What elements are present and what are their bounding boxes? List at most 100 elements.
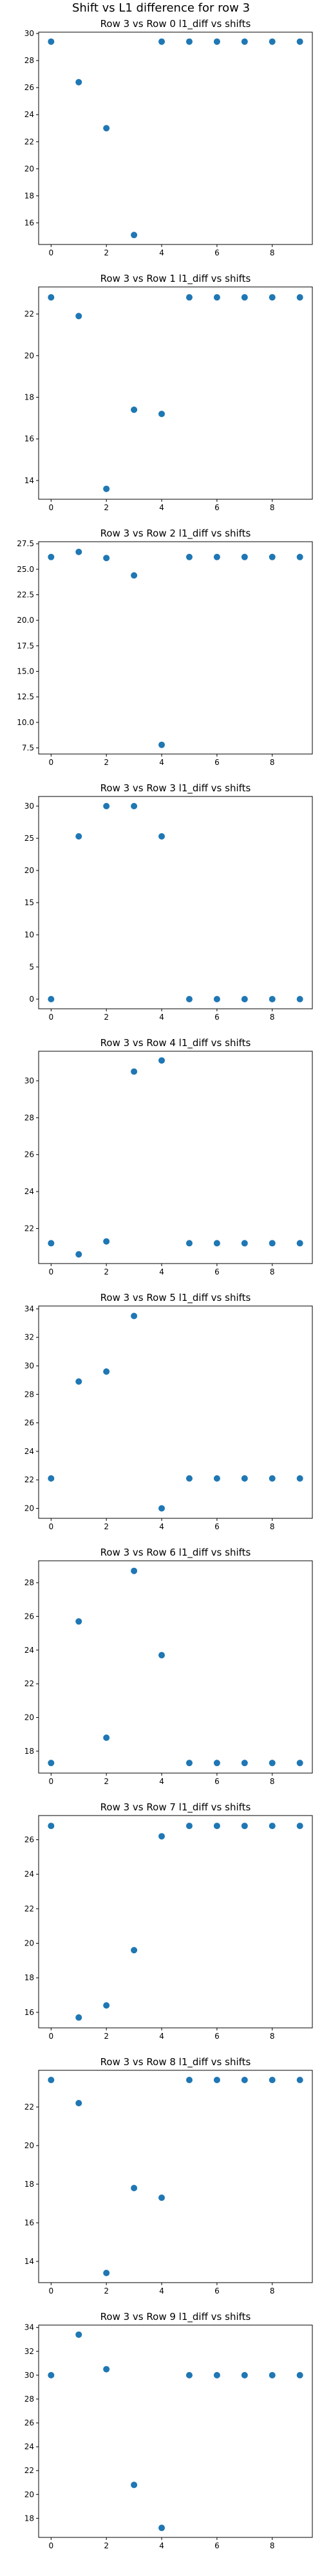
y-tick-label: 28: [24, 1113, 34, 1122]
plot-frame: [38, 796, 313, 1009]
x-tick-label: 6: [214, 758, 220, 767]
data-point: [75, 548, 82, 555]
x-tick-label: 6: [214, 1522, 220, 1531]
x-tick-label: 0: [48, 248, 53, 257]
data-point: [213, 1823, 220, 1830]
data-point: [185, 1475, 193, 1482]
data-point: [185, 2077, 193, 2083]
y-tick-label: 22: [24, 1475, 34, 1484]
data-point: [296, 2371, 303, 2378]
y-tick-label: 18: [24, 392, 34, 401]
y-tick-label: 24: [24, 1646, 34, 1655]
data-point: [241, 1240, 248, 1247]
x-tick-label: 4: [159, 1267, 164, 1276]
data-point: [131, 572, 138, 579]
y-tick-label: 20: [24, 1504, 34, 1513]
data-point: [131, 1947, 138, 1954]
x-tick-label: 0: [48, 1777, 53, 1786]
y-tick-label: 30: [24, 1076, 34, 1085]
data-point: [131, 2185, 138, 2191]
data-point: [48, 1240, 55, 1247]
x-tick-label: 4: [159, 1777, 164, 1786]
data-point: [296, 1475, 303, 1482]
y-tick-label: 15.0: [17, 667, 34, 676]
x-tick-label: 8: [270, 758, 275, 767]
y-tick-label: 22: [24, 137, 34, 146]
data-point: [269, 1240, 276, 1247]
data-point: [158, 1833, 166, 1840]
data-point: [185, 1823, 193, 1830]
y-tick-label: 28: [24, 2395, 34, 2404]
data-point: [158, 833, 166, 840]
y-tick-label: 10.0: [17, 718, 34, 727]
x-tick-label: 8: [270, 1777, 275, 1786]
y-tick-label: 18: [24, 1973, 34, 1982]
y-tick-label: 20: [24, 1939, 34, 1948]
y-tick-label: 24: [24, 1447, 34, 1456]
y-tick-label: 20: [24, 866, 34, 875]
y-tick-label: 16: [24, 2218, 34, 2227]
y-tick-label: 22: [24, 1224, 34, 1233]
data-point: [185, 294, 193, 301]
plot-frame: [38, 2324, 313, 2538]
chart-title: Row 3 vs Row 8 l1_diff vs shifts: [100, 2056, 251, 2068]
data-point: [185, 38, 193, 45]
data-point: [213, 996, 220, 1002]
x-tick-label: 2: [104, 1777, 109, 1786]
y-tick-label: 34: [24, 2323, 34, 2332]
y-tick-label: 16: [24, 434, 34, 443]
y-tick-label: 27.5: [17, 539, 34, 548]
data-point: [213, 1240, 220, 1247]
data-point: [269, 2077, 276, 2083]
data-point: [296, 1823, 303, 1830]
data-point: [158, 1505, 166, 1512]
data-point: [131, 406, 138, 413]
y-tick-label: 15: [24, 898, 34, 907]
data-point: [213, 2371, 220, 2378]
data-point: [158, 2194, 166, 2201]
data-point: [213, 294, 220, 301]
chart-title: Row 3 vs Row 4 l1_diff vs shifts: [100, 1037, 251, 1049]
x-tick-label: 4: [159, 758, 164, 767]
y-tick-label: 14: [24, 476, 34, 485]
x-tick-label: 2: [104, 248, 109, 257]
data-point: [158, 1057, 166, 1064]
chart-8: Row 3 vs Row 8 l1_diff vs shifts 0 2 4 6 8 14 1…: [24, 2056, 313, 2295]
data-point: [213, 38, 220, 45]
data-point: [185, 2371, 193, 2378]
chart-2: Row 3 vs Row 2 l1_diff vs shifts 0 2 4 6 8 7.5…: [17, 528, 313, 767]
y-tick-label: 10: [24, 930, 34, 939]
x-tick-label: 2: [104, 1267, 109, 1276]
data-point: [296, 294, 303, 301]
x-tick-label: 6: [214, 1013, 220, 1022]
data-point: [48, 294, 55, 301]
y-tick-label: 0: [29, 995, 34, 1004]
plot-frame: [38, 1051, 313, 1264]
chart-1: Row 3 vs Row 1 l1_diff vs shifts 0 2 4 6 8 14 1…: [24, 273, 313, 512]
data-point: [103, 2002, 110, 2009]
x-tick-label: 2: [104, 2286, 109, 2295]
figure-suptitle: Shift vs L1 difference for row 3: [71, 1, 251, 15]
data-point: [269, 2371, 276, 2378]
data-point: [131, 1312, 138, 1320]
data-point: [158, 2525, 166, 2532]
plot-frame: [38, 1305, 313, 1519]
data-point: [75, 1618, 82, 1625]
y-tick-label: 26: [24, 83, 34, 92]
x-tick-label: 4: [159, 2032, 164, 2041]
data-point: [269, 996, 276, 1002]
data-point: [269, 38, 276, 45]
data-point: [131, 1068, 138, 1075]
data-point: [103, 555, 110, 562]
x-tick-label: 0: [48, 1522, 53, 1531]
x-tick-label: 4: [159, 1013, 164, 1022]
data-point: [185, 1760, 193, 1767]
data-point: [296, 1240, 303, 1247]
y-tick-label: 16: [24, 218, 34, 227]
y-tick-label: 5: [29, 962, 34, 971]
y-tick-label: 16: [24, 2008, 34, 2017]
y-tick-label: 25: [24, 834, 34, 843]
